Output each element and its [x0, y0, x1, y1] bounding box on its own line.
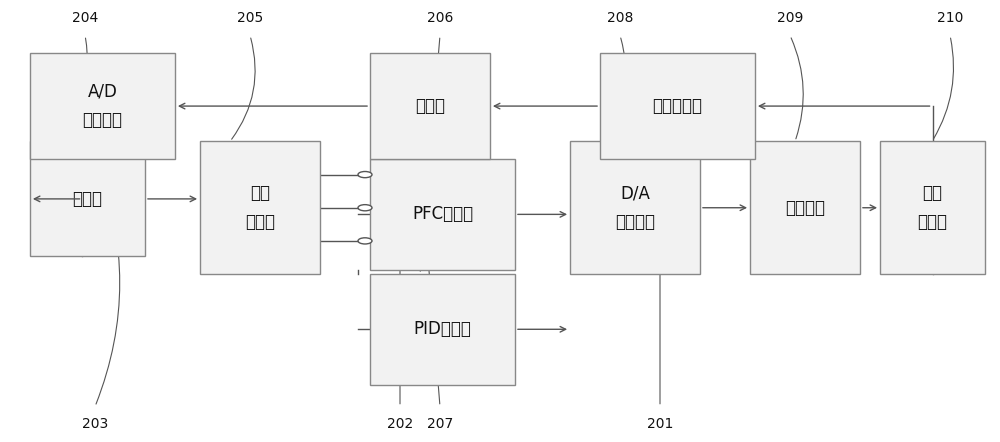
Text: 温度传感器: 温度传感器: [652, 97, 702, 115]
Bar: [570, 141, 700, 274]
Text: 选择器: 选择器: [245, 213, 275, 231]
Text: 207: 207: [427, 417, 453, 431]
Text: 执行机构: 执行机构: [785, 199, 825, 217]
Bar: [370, 53, 490, 159]
Text: D/A: D/A: [620, 184, 650, 202]
Text: 209: 209: [777, 11, 803, 25]
Bar: [30, 141, 145, 256]
Text: 变送器: 变送器: [415, 97, 445, 115]
Bar: [370, 159, 515, 270]
Text: 201: 201: [647, 417, 673, 431]
Text: PID控制器: PID控制器: [414, 320, 471, 338]
Circle shape: [358, 205, 372, 211]
Text: 模态: 模态: [250, 184, 270, 202]
Bar: [30, 53, 175, 159]
Text: 204: 204: [72, 11, 98, 25]
Text: 空调: 空调: [922, 184, 942, 202]
Text: PFC控制器: PFC控制器: [412, 206, 473, 223]
Text: 转换电路: 转换电路: [82, 111, 122, 130]
Bar: [200, 141, 320, 274]
Circle shape: [358, 171, 372, 178]
Text: 210: 210: [937, 11, 963, 25]
Text: 205: 205: [237, 11, 263, 25]
Bar: [750, 141, 860, 274]
Text: 换热器: 换热器: [918, 213, 948, 231]
Circle shape: [358, 238, 372, 244]
Text: 202: 202: [387, 417, 413, 431]
Text: 208: 208: [607, 11, 633, 25]
Bar: [370, 274, 515, 385]
Text: 203: 203: [82, 417, 108, 431]
Bar: [600, 53, 755, 159]
Bar: [880, 141, 985, 274]
Text: A/D: A/D: [88, 83, 117, 101]
Text: 比较器: 比较器: [72, 190, 103, 208]
Text: 转换电路: 转换电路: [615, 213, 655, 231]
Text: 206: 206: [427, 11, 453, 25]
